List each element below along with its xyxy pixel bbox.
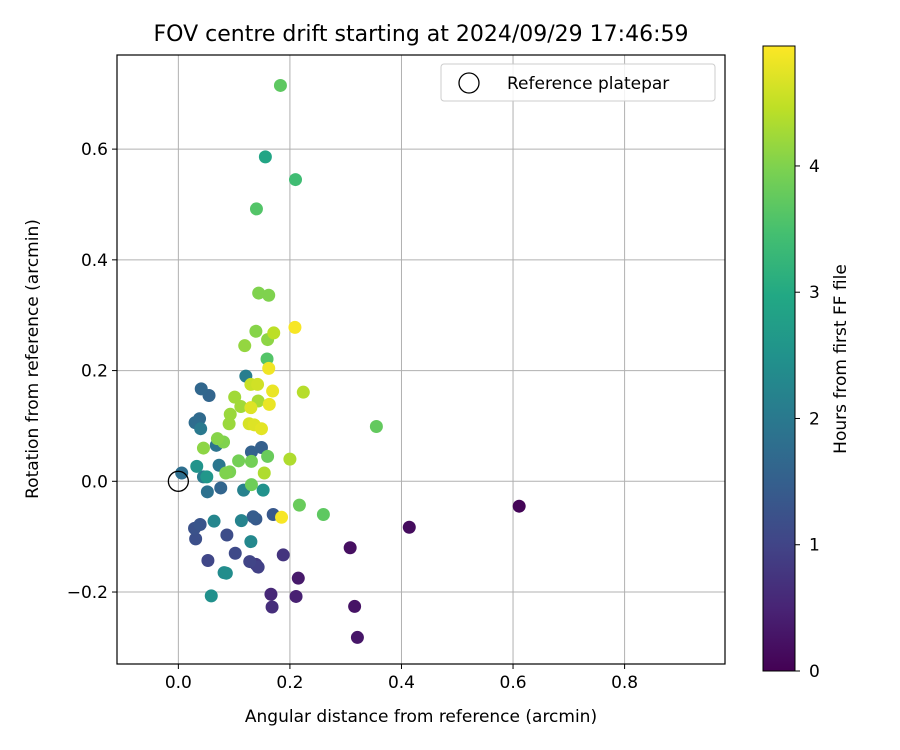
data-point bbox=[244, 454, 258, 468]
data-point bbox=[350, 630, 364, 644]
data-point bbox=[265, 600, 279, 614]
x-tick-label: 0.4 bbox=[388, 673, 415, 693]
data-point bbox=[228, 546, 242, 560]
y-tick-label: 0.2 bbox=[81, 362, 108, 382]
data-point bbox=[204, 589, 218, 603]
data-point bbox=[257, 466, 271, 480]
reference-marker-layer bbox=[167, 470, 190, 492]
reference-platepar-marker bbox=[167, 470, 190, 492]
data-point bbox=[512, 499, 526, 513]
x-tick-label: 0.8 bbox=[611, 673, 638, 693]
data-point bbox=[207, 514, 221, 528]
data-point bbox=[175, 466, 189, 480]
legend: Reference platepar bbox=[440, 63, 716, 102]
data-point bbox=[262, 288, 276, 302]
data-point bbox=[190, 459, 204, 473]
data-point bbox=[196, 441, 210, 455]
x-axis-ticks: 0.0 0.2 0.4 0.6 0.8 bbox=[165, 664, 638, 693]
data-point bbox=[262, 361, 276, 375]
colorbar bbox=[762, 45, 796, 672]
data-point bbox=[219, 566, 233, 580]
scatter-points bbox=[175, 78, 526, 644]
data-point bbox=[228, 390, 242, 404]
colorbar-tick-label: 3 bbox=[809, 283, 820, 303]
data-point bbox=[222, 417, 236, 431]
data-point bbox=[193, 517, 207, 531]
data-point bbox=[234, 400, 248, 414]
data-point bbox=[273, 78, 287, 92]
data-point bbox=[200, 470, 214, 484]
x-tick-label: 0.2 bbox=[276, 673, 303, 693]
data-point bbox=[220, 528, 234, 542]
colorbar-label: Hours from first FF file bbox=[831, 264, 851, 454]
x-tick-label: 0.6 bbox=[500, 673, 527, 693]
data-point bbox=[251, 377, 265, 391]
data-point bbox=[254, 422, 268, 436]
data-point bbox=[369, 419, 383, 433]
data-point bbox=[200, 485, 214, 499]
data-point bbox=[201, 553, 215, 567]
data-point bbox=[283, 452, 297, 466]
data-point bbox=[194, 422, 208, 436]
data-point bbox=[288, 173, 302, 187]
y-tick-label: −0.2 bbox=[67, 583, 108, 603]
colorbar-tick-label: 4 bbox=[809, 157, 820, 177]
y-axis-ticks: −0.2 0.0 0.2 0.4 0.6 bbox=[67, 140, 117, 603]
legend-label: Reference platepar bbox=[507, 74, 669, 94]
y-axis-label: Rotation from reference (arcmin) bbox=[23, 219, 43, 499]
data-point bbox=[343, 541, 357, 555]
data-point bbox=[275, 510, 289, 524]
x-axis-label: Angular distance from reference (arcmin) bbox=[245, 707, 597, 727]
data-point bbox=[348, 599, 362, 613]
data-point bbox=[289, 589, 303, 603]
data-point bbox=[219, 466, 233, 480]
legend-reference-marker bbox=[458, 72, 480, 94]
data-point bbox=[246, 510, 260, 524]
data-point bbox=[258, 150, 272, 164]
data-point bbox=[252, 286, 266, 300]
data-point bbox=[291, 571, 305, 585]
data-point bbox=[276, 548, 290, 562]
data-point bbox=[261, 449, 275, 463]
data-point bbox=[194, 382, 208, 396]
data-point bbox=[402, 520, 416, 534]
data-point bbox=[234, 514, 248, 528]
data-point bbox=[262, 397, 276, 411]
chart-title: FOV centre drift starting at 2024/09/29 … bbox=[154, 22, 689, 47]
colorbar-tick-label: 1 bbox=[809, 536, 820, 556]
data-point bbox=[292, 498, 306, 512]
colorbar-ticks: 0 1 2 3 4 bbox=[795, 157, 820, 682]
y-tick-label: 0.4 bbox=[81, 251, 108, 271]
data-point bbox=[238, 339, 252, 353]
data-point bbox=[267, 326, 281, 340]
data-point bbox=[244, 478, 258, 492]
y-tick-label: 0.0 bbox=[81, 472, 108, 492]
data-point bbox=[249, 202, 263, 216]
plot-frame bbox=[116, 54, 726, 665]
data-point bbox=[316, 508, 330, 522]
data-point bbox=[296, 385, 310, 399]
data-point bbox=[210, 432, 224, 446]
data-point bbox=[244, 401, 258, 415]
data-point bbox=[249, 324, 263, 338]
data-point bbox=[232, 454, 246, 468]
data-point bbox=[256, 483, 270, 497]
grid-lines bbox=[117, 55, 725, 664]
legend-box bbox=[440, 63, 716, 102]
y-tick-label: 0.6 bbox=[81, 140, 108, 160]
colorbar-tick-label: 2 bbox=[809, 409, 820, 429]
data-point bbox=[264, 587, 278, 601]
data-point bbox=[266, 384, 280, 398]
data-point bbox=[244, 535, 258, 549]
data-point bbox=[189, 532, 203, 546]
data-point bbox=[243, 555, 257, 569]
x-tick-label: 0.0 bbox=[165, 673, 192, 693]
colorbar-tick-label: 0 bbox=[809, 662, 820, 682]
data-point bbox=[223, 407, 237, 421]
data-point bbox=[214, 481, 228, 495]
data-point bbox=[244, 445, 258, 459]
data-point bbox=[288, 320, 302, 334]
